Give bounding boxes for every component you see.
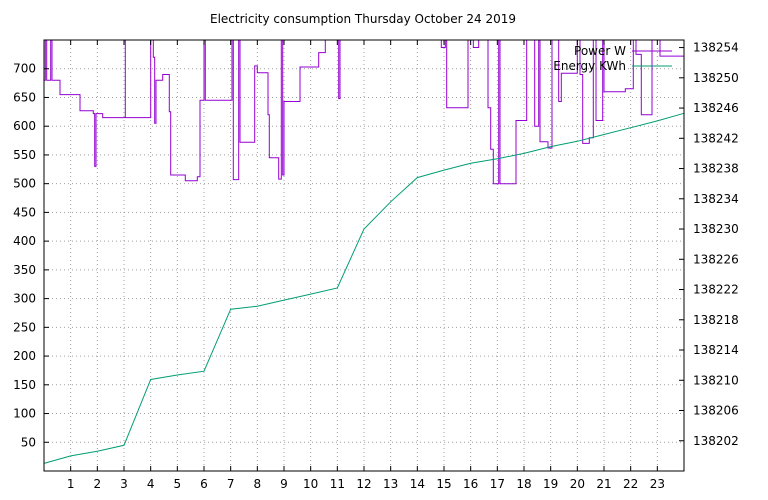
y-left-tick-label: 450 — [13, 205, 36, 219]
y-right-tick-label: 138234 — [693, 192, 739, 206]
y-left-tick-label: 50 — [21, 435, 36, 449]
x-tick-label: 22 — [623, 477, 638, 491]
x-tick-label: 14 — [410, 477, 425, 491]
y-right-tick-label: 138214 — [693, 343, 739, 357]
y-right-tick-label: 138242 — [693, 131, 739, 145]
grid-lines — [44, 40, 684, 471]
x-tick-label: 1 — [67, 477, 75, 491]
x-tick-label: 21 — [596, 477, 611, 491]
y-right-tick-label: 138254 — [693, 41, 739, 55]
x-tick-label: 13 — [383, 477, 398, 491]
y-left-tick-label: 700 — [13, 62, 36, 76]
x-tick-label: 7 — [227, 477, 235, 491]
y-left-tick-label: 300 — [13, 292, 36, 306]
legend: Power W Energy KWh — [553, 44, 672, 73]
x-tick-label: 12 — [356, 477, 371, 491]
y-left-tick-label: 650 — [13, 90, 36, 104]
y-right-tick-label: 138226 — [693, 252, 739, 266]
x-tick-label: 4 — [147, 477, 155, 491]
y-left-tick-label: 250 — [13, 320, 36, 334]
y-right-tick-label: 138218 — [693, 313, 739, 327]
y-right-tick-label: 138230 — [693, 222, 739, 236]
x-tick-label: 23 — [650, 477, 665, 491]
y-left-tick-label: 150 — [13, 378, 36, 392]
x-tick-label: 3 — [120, 477, 128, 491]
x-tick-label: 5 — [174, 477, 182, 491]
x-tick-label: 18 — [516, 477, 531, 491]
x-tick-label: 17 — [490, 477, 505, 491]
y-left-tick-label: 400 — [13, 234, 36, 248]
x-tick-label: 20 — [570, 477, 585, 491]
x-tick-label: 8 — [254, 477, 262, 491]
legend-label-power: Power W — [574, 44, 626, 58]
y-left-tick-label: 600 — [13, 119, 36, 133]
x-tick-label: 10 — [303, 477, 318, 491]
chart-title: Electricity consumption Thursday October… — [210, 12, 516, 26]
x-tick-label: 2 — [94, 477, 102, 491]
y-left-tick-label: 200 — [13, 349, 36, 363]
x-tick-label: 15 — [436, 477, 451, 491]
x-tick-label: 11 — [330, 477, 345, 491]
y-right-tick-label: 138210 — [693, 373, 739, 387]
series-lines — [43, 39, 685, 464]
x-tick-label: 9 — [280, 477, 288, 491]
y-left-tick-label: 100 — [13, 407, 36, 421]
y-right-tick-label: 138246 — [693, 101, 739, 115]
y-left-tick-label: 550 — [13, 148, 36, 162]
y-right-tick-label: 138250 — [693, 71, 739, 85]
y-right-tick-label: 138238 — [693, 162, 739, 176]
y-right-tick-label: 138202 — [693, 434, 739, 448]
x-tick-label: 19 — [543, 477, 558, 491]
y-right-tick-label: 138206 — [693, 404, 739, 418]
y-right-tick-label: 138222 — [693, 283, 739, 297]
axis-ticks: 1 2 3 4 5 6 7 8 9 10 11 12 13 14 15 16 17 18 19 20 21 22 23501… — [13, 40, 739, 491]
x-tick-label: 16 — [463, 477, 478, 491]
y-left-tick-label: 500 — [13, 177, 36, 191]
x-tick-label: 6 — [200, 477, 208, 491]
legend-label-energy: Energy KWh — [553, 59, 626, 73]
y-left-tick-label: 350 — [13, 263, 36, 277]
series-line-1 — [43, 112, 685, 464]
